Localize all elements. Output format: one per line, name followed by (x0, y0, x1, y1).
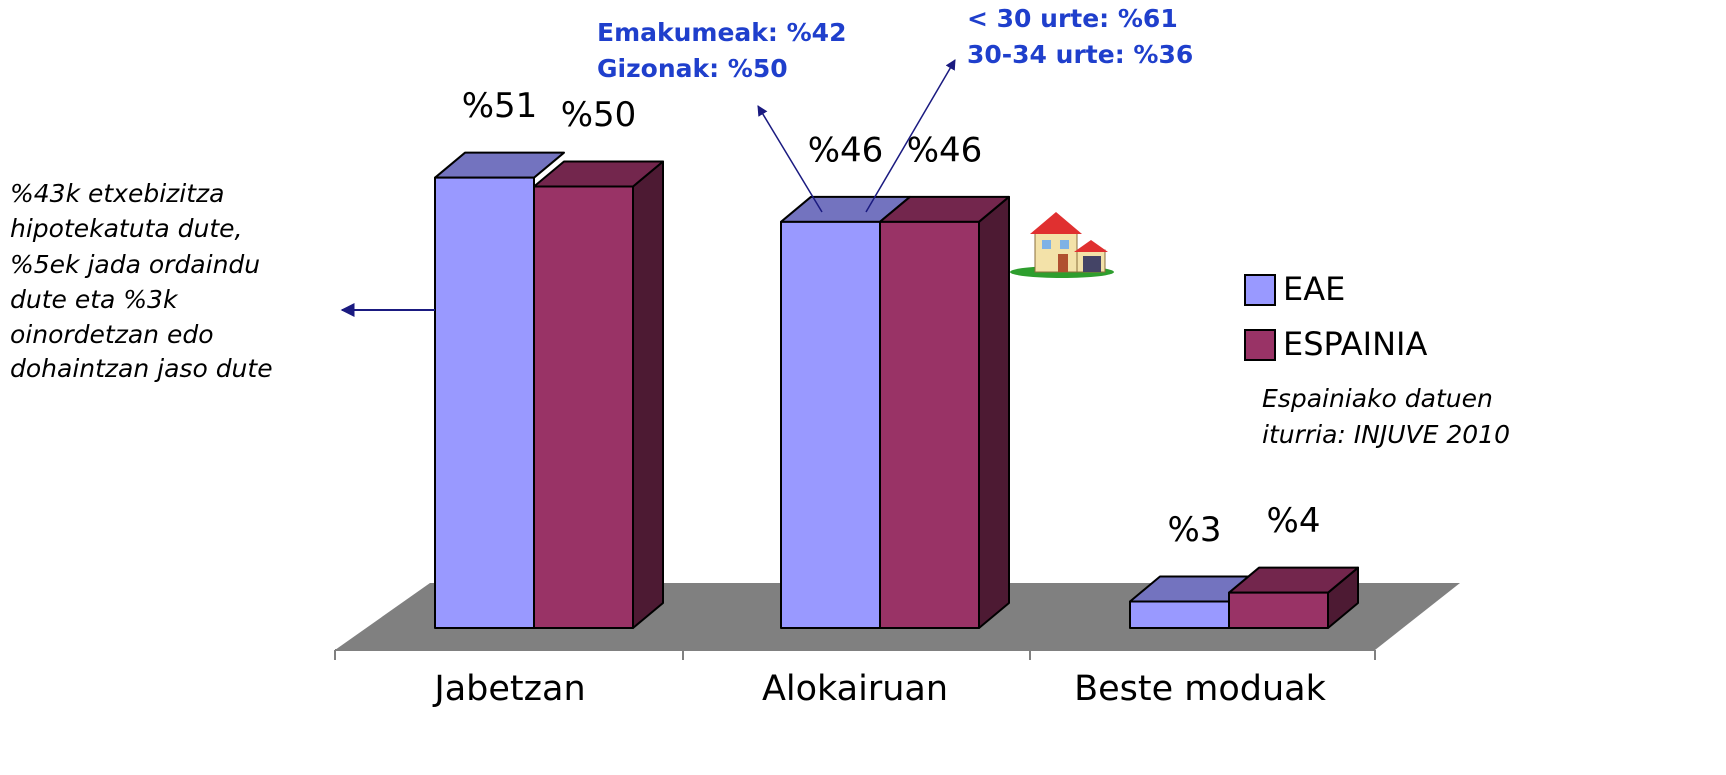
annotation: Emakumeak: %42 (597, 18, 846, 47)
value-label: %3 (1168, 510, 1222, 550)
value-label: %46 (907, 130, 983, 170)
bar-front (1229, 593, 1328, 628)
bars (435, 153, 1358, 628)
value-label: %46 (808, 130, 884, 170)
legend-label: EAE (1283, 270, 1345, 308)
annotation: %43k etxebizitza (10, 179, 224, 208)
x-tick-label: Alokairuan (762, 669, 948, 709)
bar-front (880, 222, 979, 628)
bar (1229, 568, 1358, 628)
value-label: %50 (561, 95, 637, 135)
house-icon (1010, 212, 1114, 278)
annotation: 30-34 urte: %36 (967, 40, 1193, 69)
legend-label: ESPAINIA (1283, 325, 1427, 363)
x-tick-label: Jabetzan (432, 669, 585, 709)
annotation: dohaintzan jaso dute (10, 354, 273, 383)
legend-swatch (1245, 330, 1275, 360)
bar (880, 197, 1009, 628)
annotation: %5ek jada ordaindu (10, 250, 260, 279)
annotation: iturria: INJUVE 2010 (1262, 420, 1510, 449)
bar-front (435, 178, 534, 628)
bar-side (979, 197, 1009, 628)
bar-side (633, 162, 663, 629)
annotation: Espainiako datuen (1262, 384, 1493, 413)
annotation: oinordetzan edo (10, 320, 214, 349)
bar-front (534, 187, 633, 629)
bar-front (781, 222, 880, 628)
bar-top (435, 153, 564, 178)
annotation: < 30 urte: %61 (967, 4, 1178, 33)
value-label: %51 (462, 86, 538, 126)
annotation: hipotekatuta dute, (10, 214, 243, 243)
chart: %43k etxebizitza hipotekatuta dute, %5ek… (0, 0, 1726, 775)
annotation: dute eta %3k (10, 285, 179, 314)
annotation: Gizonak: %50 (597, 54, 788, 83)
value-label: %4 (1267, 501, 1321, 541)
legend: EAE ESPAINIA (1245, 270, 1427, 363)
x-tick-label: Beste moduak (1074, 669, 1327, 709)
bar-front (1130, 602, 1229, 628)
bar (534, 162, 663, 629)
legend-swatch (1245, 275, 1275, 305)
